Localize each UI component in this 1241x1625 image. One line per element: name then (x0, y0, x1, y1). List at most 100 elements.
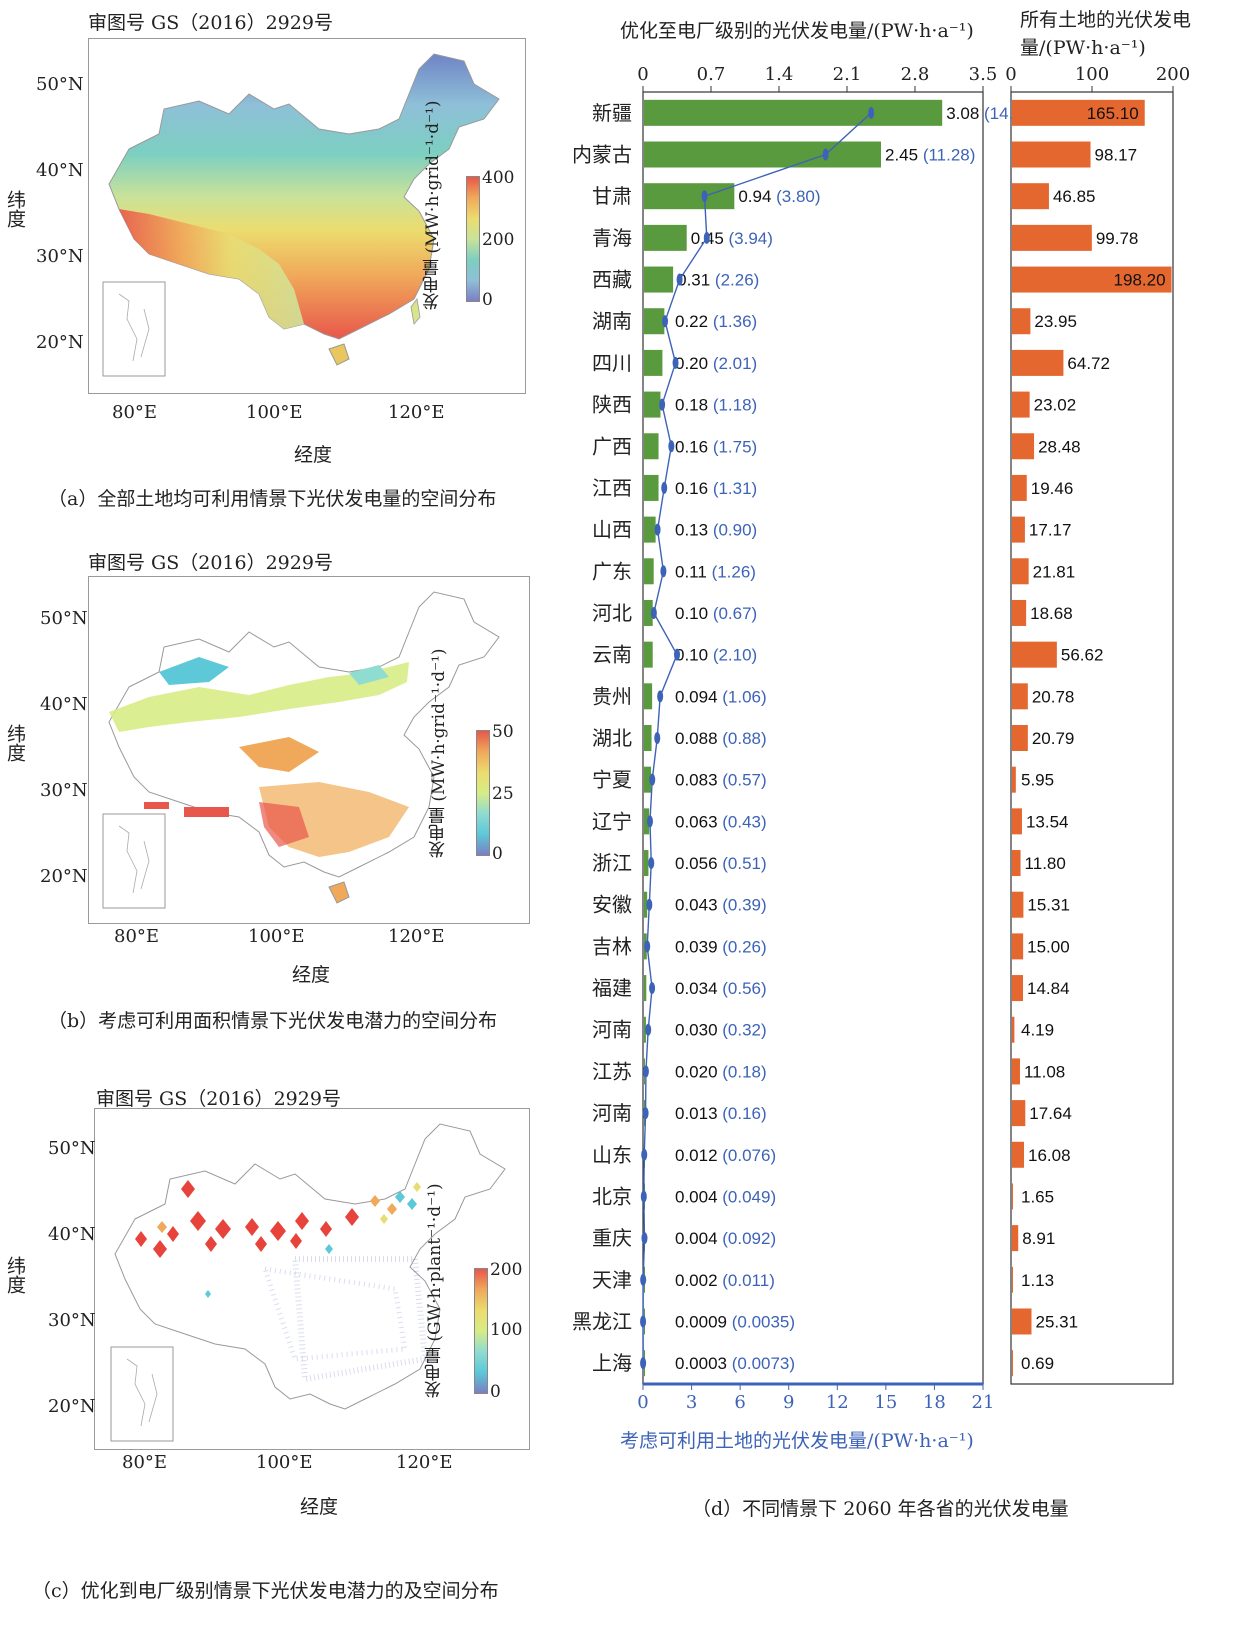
available-series-point (640, 1357, 647, 1370)
lon-label: 80°E (114, 926, 160, 947)
all-land-bar (1012, 1266, 1013, 1293)
available-value-label: (3.94) (729, 229, 773, 248)
plant-value-label: 0.088 (0.88) (675, 729, 767, 748)
plant-bar (644, 391, 661, 418)
available-value-label: (1.36) (713, 312, 757, 331)
all-land-value-label: 25.31 (1036, 1312, 1079, 1331)
plant-bar (644, 891, 648, 918)
all-land-value-label: 21.81 (1033, 562, 1076, 581)
caption-d: （d）不同情景下 2060 年各省的光伏发电量 (692, 1498, 1069, 1520)
all-land-bar (1012, 891, 1024, 918)
all-land-bar (1012, 1183, 1013, 1210)
all-land-value-label: 23.02 (1034, 396, 1077, 415)
top-axis-tick-label: 1.4 (765, 64, 794, 85)
plant-bar (644, 975, 647, 1002)
plant-value-label: 0.13 (0.90) (675, 521, 757, 540)
caption-a: （a）全部土地均可利用情景下光伏发电量的空间分布 (48, 488, 497, 510)
province-label: 宁夏 (592, 768, 632, 792)
province-label: 北京 (592, 1184, 632, 1208)
all-land-bar (1012, 850, 1021, 877)
province-label: 云南 (592, 643, 632, 667)
lat-label: 20°N (40, 866, 88, 887)
bottom-axis-tick-label: 18 (923, 1392, 946, 1413)
all-land-value-label: 14.84 (1027, 979, 1070, 998)
china-map-a (102, 53, 500, 377)
available-series-point (659, 398, 666, 411)
colorbar-tick: 0 (490, 1382, 501, 1402)
province-label: 重庆 (592, 1226, 632, 1250)
all-land-value-label: 16.08 (1028, 1146, 1071, 1165)
available-value-label: (1.06) (722, 687, 766, 706)
plant-bar (644, 183, 735, 210)
all-land-value-label: 23.95 (1034, 312, 1077, 331)
colorbar (476, 730, 490, 856)
province-label: 四川 (592, 351, 632, 375)
all-land-bar (1012, 641, 1057, 668)
caption-b: （b）考虑可利用面积情景下光伏发电潜力的空间分布 (48, 1010, 498, 1032)
all-land-value-label: 15.31 (1027, 896, 1070, 915)
lat-label: 40°N (36, 160, 84, 181)
available-series-point (641, 1232, 648, 1245)
province-label: 安徽 (592, 893, 632, 917)
available-series-point (650, 606, 657, 619)
available-value-label: (0.26) (722, 937, 766, 956)
all-land-bar (1012, 1225, 1019, 1252)
available-series-point (662, 315, 669, 328)
plant-value-label: 0.004 (0.049) (675, 1187, 776, 1206)
bottom-axis-tick-label: 21 (972, 1392, 995, 1413)
plant-bar (644, 558, 654, 585)
available-value-label: (2.10) (713, 646, 757, 665)
plant-value-label: 0.94 (3.80) (738, 187, 820, 206)
all-land-value-label: 1.13 (1021, 1271, 1054, 1290)
right-axis-tick-label: 0 (1005, 64, 1016, 85)
province-label: 江西 (592, 476, 632, 500)
plant-value-label: 0.043 (0.39) (675, 896, 767, 915)
available-value-label: (0.88) (722, 729, 766, 748)
plant-value-label: 0.012 (0.076) (675, 1146, 776, 1165)
all-land-value-label: 18.68 (1030, 604, 1073, 623)
plant-value-label: 0.10 (0.67) (675, 604, 757, 623)
colorbar-tick: 200 (482, 230, 515, 250)
province-label: 西藏 (592, 268, 632, 292)
plant-bar (644, 599, 653, 626)
all-land-bar (1012, 349, 1064, 376)
all-land-value-label: 28.48 (1038, 437, 1081, 456)
available-series-point (642, 1065, 649, 1078)
plant-value-label: 0.45 (3.94) (691, 229, 773, 248)
plant-value-label: 0.083 (0.57) (675, 771, 767, 790)
all-land-value-label: 98.17 (1095, 146, 1138, 165)
all-land-value-label: 11.80 (1025, 854, 1066, 873)
available-series-point (668, 440, 675, 453)
y-axis-title: 纬度 (4, 724, 26, 762)
bottom-axis-tick-label: 9 (783, 1392, 794, 1413)
lon-label: 100°E (256, 1452, 313, 1473)
all-land-bar (1012, 1100, 1026, 1127)
plant-bar (644, 766, 652, 793)
available-series-point (649, 982, 656, 995)
available-series-point (703, 231, 710, 244)
province-label: 山西 (592, 518, 632, 542)
available-series-point (822, 148, 829, 161)
all-land-bar (1012, 433, 1035, 460)
province-label: 河南 (592, 1018, 632, 1042)
plant-bar (644, 266, 674, 293)
plant-bar (644, 474, 659, 501)
plant-value-label: 0.11 (1.26) (675, 562, 756, 581)
province-label: 天津 (592, 1268, 632, 1292)
all-land-value-label: 13.54 (1026, 812, 1069, 831)
map-frame (88, 38, 526, 394)
all-land-bar (1012, 725, 1028, 751)
province-label: 甘肃 (592, 184, 632, 208)
province-label: 广西 (592, 434, 632, 458)
all-land-bar (1012, 599, 1027, 626)
plant-value-label: 0.10 (2.10) (675, 646, 757, 665)
available-value-label: (0.57) (722, 771, 766, 790)
all-land-bar (1012, 975, 1024, 1002)
all-land-value-label: 20.78 (1032, 687, 1075, 706)
province-label: 湖北 (592, 726, 632, 750)
plant-bar (644, 141, 881, 168)
available-series-point (654, 732, 661, 744)
plant-value-label: 0.034 (0.56) (675, 979, 767, 998)
plant-value-label: 0.002 (0.011) (675, 1271, 775, 1290)
available-series-point (674, 648, 680, 661)
